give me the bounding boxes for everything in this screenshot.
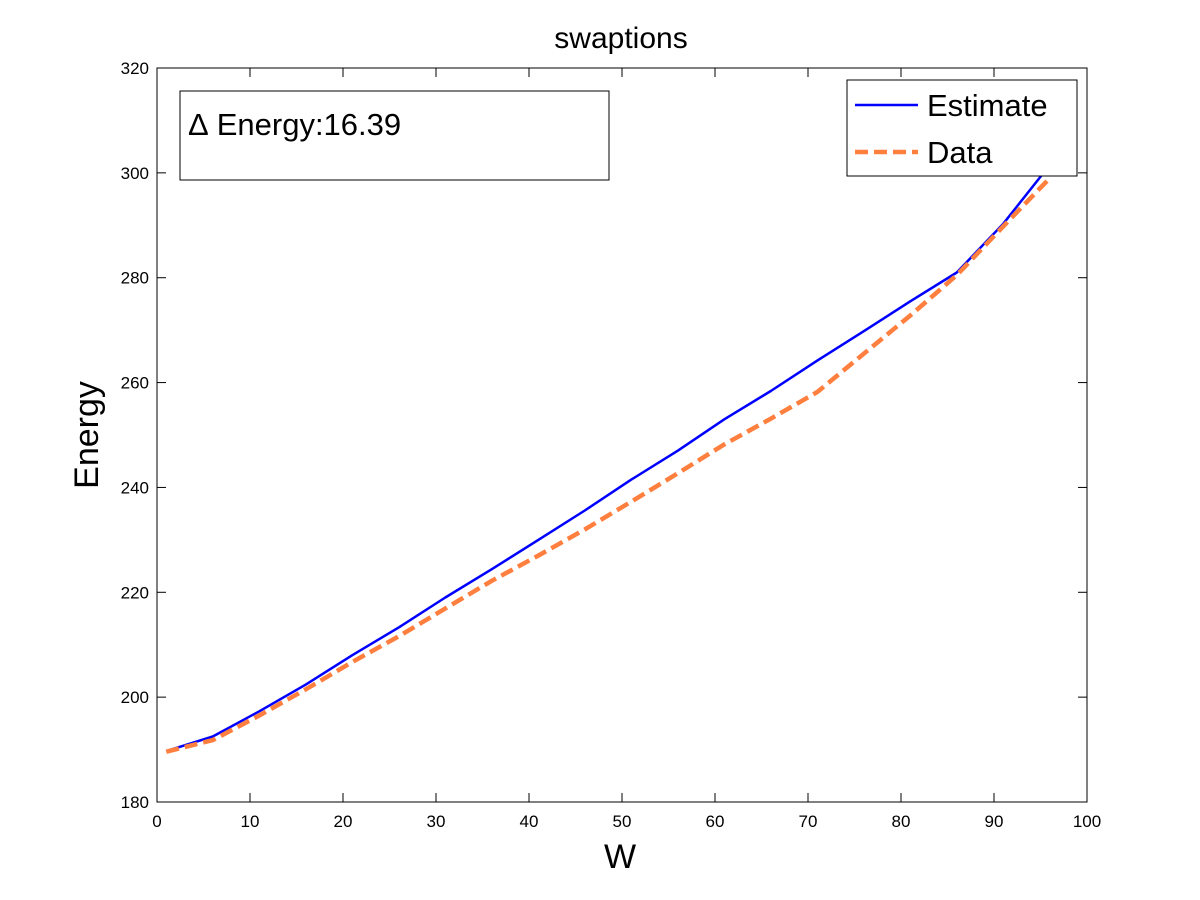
annotation-frame bbox=[179, 90, 610, 181]
annotation-value: Energy:16.39 bbox=[217, 107, 401, 142]
chart-title: swaptions bbox=[554, 22, 687, 55]
series-line-data bbox=[165, 176, 1052, 754]
annotation-box: Δ Energy:16.39 bbox=[179, 90, 610, 181]
x-tick-label: 40 bbox=[520, 812, 539, 831]
x-axis-ticks: 0 10 20 30 40 50 60 70 80 90 100 bbox=[152, 68, 1101, 831]
y-tick-label: 280 bbox=[121, 269, 149, 288]
annotation-text: Δ Energy:16.39 bbox=[188, 107, 401, 142]
y-tick-label: 200 bbox=[121, 688, 149, 707]
y-tick-label: 300 bbox=[121, 164, 149, 183]
x-tick-label: 30 bbox=[427, 812, 446, 831]
x-tick-label: 20 bbox=[334, 812, 353, 831]
y-tick-label: 180 bbox=[121, 793, 149, 812]
x-tick-label: 90 bbox=[985, 812, 1004, 831]
x-tick-label: 70 bbox=[799, 812, 818, 831]
y-axis-label: Energy bbox=[68, 381, 106, 489]
plot-area: 0 10 20 30 40 50 60 70 80 90 100 180 200 220 240 260 28… bbox=[121, 59, 1102, 831]
legend: Estimate Data bbox=[846, 79, 1078, 177]
x-tick-label: 60 bbox=[706, 812, 725, 831]
legend-entries: Estimate Data bbox=[855, 88, 1048, 170]
series-line-estimate bbox=[165, 164, 1051, 753]
x-tick-label: 0 bbox=[152, 812, 161, 831]
series-layer bbox=[165, 164, 1052, 754]
y-tick-label: 320 bbox=[121, 59, 149, 78]
y-tick-label: 220 bbox=[121, 583, 149, 602]
x-tick-label: 80 bbox=[892, 812, 911, 831]
legend-label-estimate: Estimate bbox=[927, 88, 1048, 123]
delta-symbol: Δ bbox=[188, 107, 209, 142]
legend-frame bbox=[846, 79, 1078, 177]
x-axis-label: W bbox=[604, 838, 636, 876]
legend-label-data: Data bbox=[927, 135, 993, 170]
x-tick-label: 100 bbox=[1073, 812, 1101, 831]
y-axis-ticks: 180 200 220 240 260 280 300 320 bbox=[121, 59, 1087, 812]
y-tick-label: 260 bbox=[121, 374, 149, 393]
x-tick-label: 50 bbox=[613, 812, 632, 831]
y-tick-label: 240 bbox=[121, 478, 149, 497]
x-tick-label: 10 bbox=[241, 812, 260, 831]
